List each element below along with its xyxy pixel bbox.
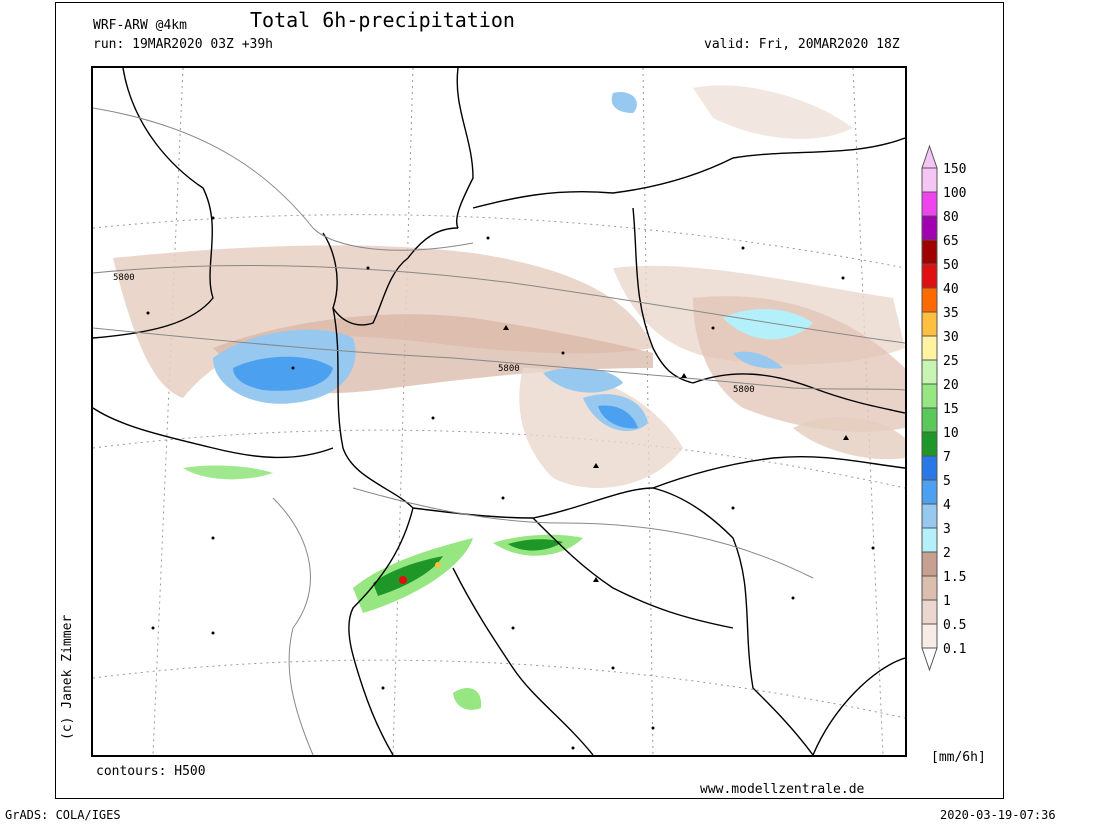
legend-swatch [921,479,938,505]
unit-label: [mm/6h] [931,750,986,765]
plot-frame [55,2,1004,799]
legend-level-label: 0.1 [943,642,966,657]
legend-level-label: 1 [943,594,951,609]
legend-level-label: 3 [943,522,951,537]
legend-level-label: 0.5 [943,618,966,633]
legend-swatch [921,335,938,361]
legend-level-label: 20 [943,378,959,393]
credit-label: (c) Janek Zimmer [60,614,75,740]
legend-level-label: 15 [943,402,959,417]
contour-label: 5800 [498,364,520,374]
legend-swatch [921,263,938,289]
run-label: run: 19MAR2020 03Z +39h [93,37,274,52]
contour-label: 5800 [733,385,755,395]
legend-level-label: 35 [943,306,959,321]
timestamp-label: 2020-03-19-07:36 [940,808,1056,822]
legend-swatch [921,311,938,337]
legend-level-label: 80 [943,210,959,225]
legend-level-label: 2 [943,546,951,561]
legend-swatch [921,215,938,241]
legend-swatch [921,287,938,313]
legend-swatch [921,575,938,601]
h500-contours [93,107,905,755]
model-label: WRF-ARW @4km [93,18,187,33]
legend-swatch [921,503,938,529]
legend-swatch [921,407,938,433]
legend-arrow-top [921,144,938,169]
legend-bar: 150 100 80 65 50 40 35 30 25 20 15 10 7 5 4 3 2 1.5 1 0.5 0.… [921,144,966,672]
legend-level-label: 65 [943,234,959,249]
legend-swatch [921,359,938,385]
legend-level-label: 100 [943,186,966,201]
legend-level-label: 7 [943,450,951,465]
legend-swatch [921,191,938,217]
legend-swatch [921,239,938,265]
legend-level-label: 25 [943,354,959,369]
legend-swatch [921,383,938,409]
precip-heavy [183,465,583,710]
station-dots [146,216,875,750]
page-title: Total 6h-precipitation [250,8,515,32]
legend-level-label: 5 [943,474,951,489]
contours-note: contours: H500 [96,764,206,779]
grads-label: GrADS: COLA/IGES [5,808,121,822]
legend-swatch [921,431,938,457]
legend-level-label: 40 [943,282,959,297]
legend-swatch [921,551,938,577]
map-canvas: 5800 5800 5800 [93,68,905,755]
legend-swatch [921,167,938,193]
precip-moderate [213,92,813,431]
legend-swatch [921,623,938,649]
precip-light [113,85,905,488]
legend-swatch [921,599,938,625]
legend-level-label: 50 [943,258,959,273]
website-label: www.modellzentrale.de [700,782,865,797]
contour-label: 5800 [113,273,135,283]
legend-swatch [921,527,938,553]
coastlines-borders [93,68,905,755]
legend-level-label: 1.5 [943,570,966,585]
legend-level-label: 30 [943,330,959,345]
legend-level-label: 150 [943,162,966,177]
valid-label: valid: Fri, 20MAR2020 18Z [704,37,900,52]
legend-level-label: 10 [943,426,959,441]
legend-arrow-bottom [921,647,938,672]
precipitation-map: 5800 5800 5800 [91,66,907,757]
color-legend: 150 100 80 65 50 40 35 30 25 20 15 10 7 5 4 3 2 1.5 1 0.5 0.… [913,144,1003,674]
legend-level-label: 4 [943,498,951,513]
legend-swatch [921,455,938,481]
